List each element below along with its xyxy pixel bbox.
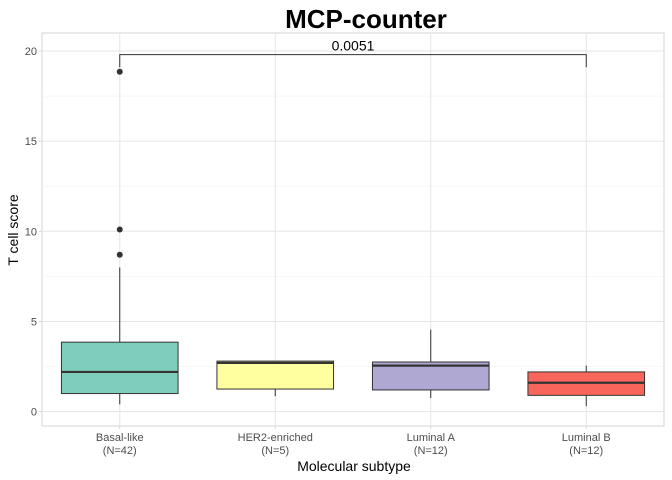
box-her2-enriched bbox=[216, 360, 335, 397]
box-body bbox=[60, 341, 179, 395]
outlier-point bbox=[116, 251, 123, 258]
x-tick-label: Basal-like bbox=[96, 432, 144, 444]
x-tick-count-label: (N=12) bbox=[414, 445, 448, 457]
x-tick-count-label: (N=5) bbox=[261, 445, 289, 457]
y-tick-label: 20 bbox=[25, 46, 37, 58]
x-axis-title: Molecular subtype bbox=[297, 458, 411, 474]
chart-title: MCP-counter bbox=[285, 4, 447, 34]
outlier-point bbox=[116, 68, 123, 75]
annotation-pvalue: 0.0051 bbox=[332, 38, 375, 54]
box-luminal-b bbox=[527, 365, 646, 407]
y-axis-ticks: 0 5 10 15 20 bbox=[25, 46, 42, 419]
y-tick-label: 10 bbox=[25, 226, 37, 238]
x-axis-ticks: Basal-like(N=42) HER2-enriched(N=5) Lumina… bbox=[96, 426, 611, 457]
box-basal-like bbox=[60, 68, 179, 405]
x-tick-label: HER2-enriched bbox=[238, 432, 313, 444]
x-tick-label: Luminal B bbox=[562, 432, 611, 444]
annotation-bracket bbox=[119, 54, 587, 68]
y-axis-title: T cell score bbox=[5, 194, 21, 266]
box-body bbox=[216, 360, 335, 390]
x-tick-count-label: (N=12) bbox=[569, 445, 603, 457]
y-tick-label: 5 bbox=[31, 316, 37, 328]
significance-annotation: 0.0051 bbox=[119, 38, 587, 68]
y-tick-label: 15 bbox=[25, 136, 37, 148]
y-tick-label: 0 bbox=[31, 407, 37, 419]
x-tick-label: Luminal A bbox=[407, 432, 456, 444]
boxplots bbox=[60, 68, 646, 407]
box-luminal-a bbox=[371, 329, 490, 399]
outlier-point bbox=[116, 226, 123, 233]
x-tick-count-label: (N=42) bbox=[103, 445, 137, 457]
